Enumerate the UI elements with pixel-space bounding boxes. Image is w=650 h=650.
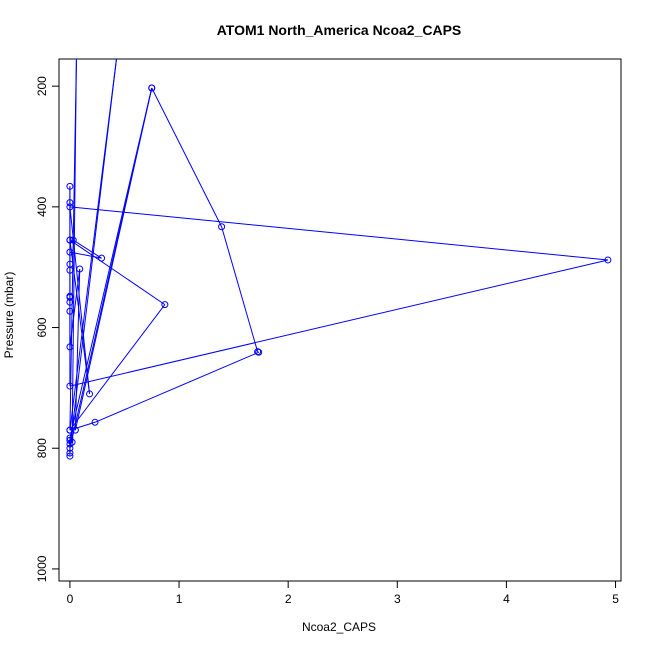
series-line-segment	[69, 87, 153, 439]
data-point	[86, 390, 94, 398]
x-tick-label: 3	[394, 592, 401, 606]
series-line-segment	[74, 87, 153, 431]
data-point	[71, 426, 79, 434]
y-tick-label: 200	[35, 76, 49, 96]
y-tick-label: 600	[35, 317, 49, 337]
data-point	[68, 438, 76, 446]
series-line-segment	[69, 421, 96, 431]
y-axis-label: Pressure (mbar)	[2, 272, 16, 359]
series-layer	[66, 59, 612, 460]
y-axis: 200 400 600 800 1000	[35, 76, 60, 582]
series-line-segment	[69, 59, 117, 449]
data-point	[66, 203, 74, 211]
series-line-segment	[69, 259, 609, 387]
data-point	[218, 223, 226, 231]
x-tick-label: 1	[176, 592, 183, 606]
series-line-segment	[151, 87, 223, 227]
x-tick-label: 4	[503, 592, 510, 606]
series-line-segment	[74, 268, 81, 431]
data-point	[66, 436, 74, 444]
data-point	[66, 444, 74, 452]
series-line-segment	[94, 351, 259, 423]
data-point	[66, 199, 74, 207]
data-point	[66, 343, 74, 351]
data-point	[76, 265, 84, 273]
series-line-segment	[221, 226, 259, 352]
x-tick-label: 2	[285, 592, 292, 606]
y-tick-label: 400	[35, 197, 49, 217]
data-point	[66, 382, 74, 390]
data-point	[91, 418, 99, 426]
x-axis-label: Ncoa2_CAPS	[302, 620, 376, 634]
data-point	[255, 348, 263, 356]
series-line-segment	[72, 239, 102, 259]
series-line-segment	[69, 239, 166, 306]
series-line-segment	[69, 304, 166, 431]
series-line-segment	[69, 206, 91, 394]
data-point	[66, 449, 74, 457]
data-point	[148, 84, 156, 92]
data-point	[69, 236, 77, 244]
data-point	[66, 452, 74, 460]
data-point	[66, 266, 74, 274]
x-axis: 0 1 2 3 4 5	[67, 580, 619, 606]
series-line-segment	[69, 251, 102, 259]
data-point	[66, 293, 74, 301]
y-tick-label: 800	[35, 438, 49, 458]
series-line-segment	[69, 206, 608, 261]
series-line-segment	[69, 268, 81, 347]
data-point	[66, 426, 74, 434]
data-point	[98, 254, 106, 262]
data-point	[161, 301, 169, 309]
chart-title: ATOM1 North_America Ncoa2_CAPS	[217, 22, 462, 38]
data-point	[66, 440, 74, 448]
data-point	[66, 298, 74, 306]
data-point	[66, 307, 74, 315]
data-point	[66, 236, 74, 244]
data-point	[66, 182, 74, 190]
x-tick-label: 0	[67, 592, 74, 606]
y-tick-label: 1000	[35, 555, 49, 582]
x-tick-label: 5	[612, 592, 619, 606]
data-point	[66, 248, 74, 256]
data-point	[604, 256, 612, 264]
